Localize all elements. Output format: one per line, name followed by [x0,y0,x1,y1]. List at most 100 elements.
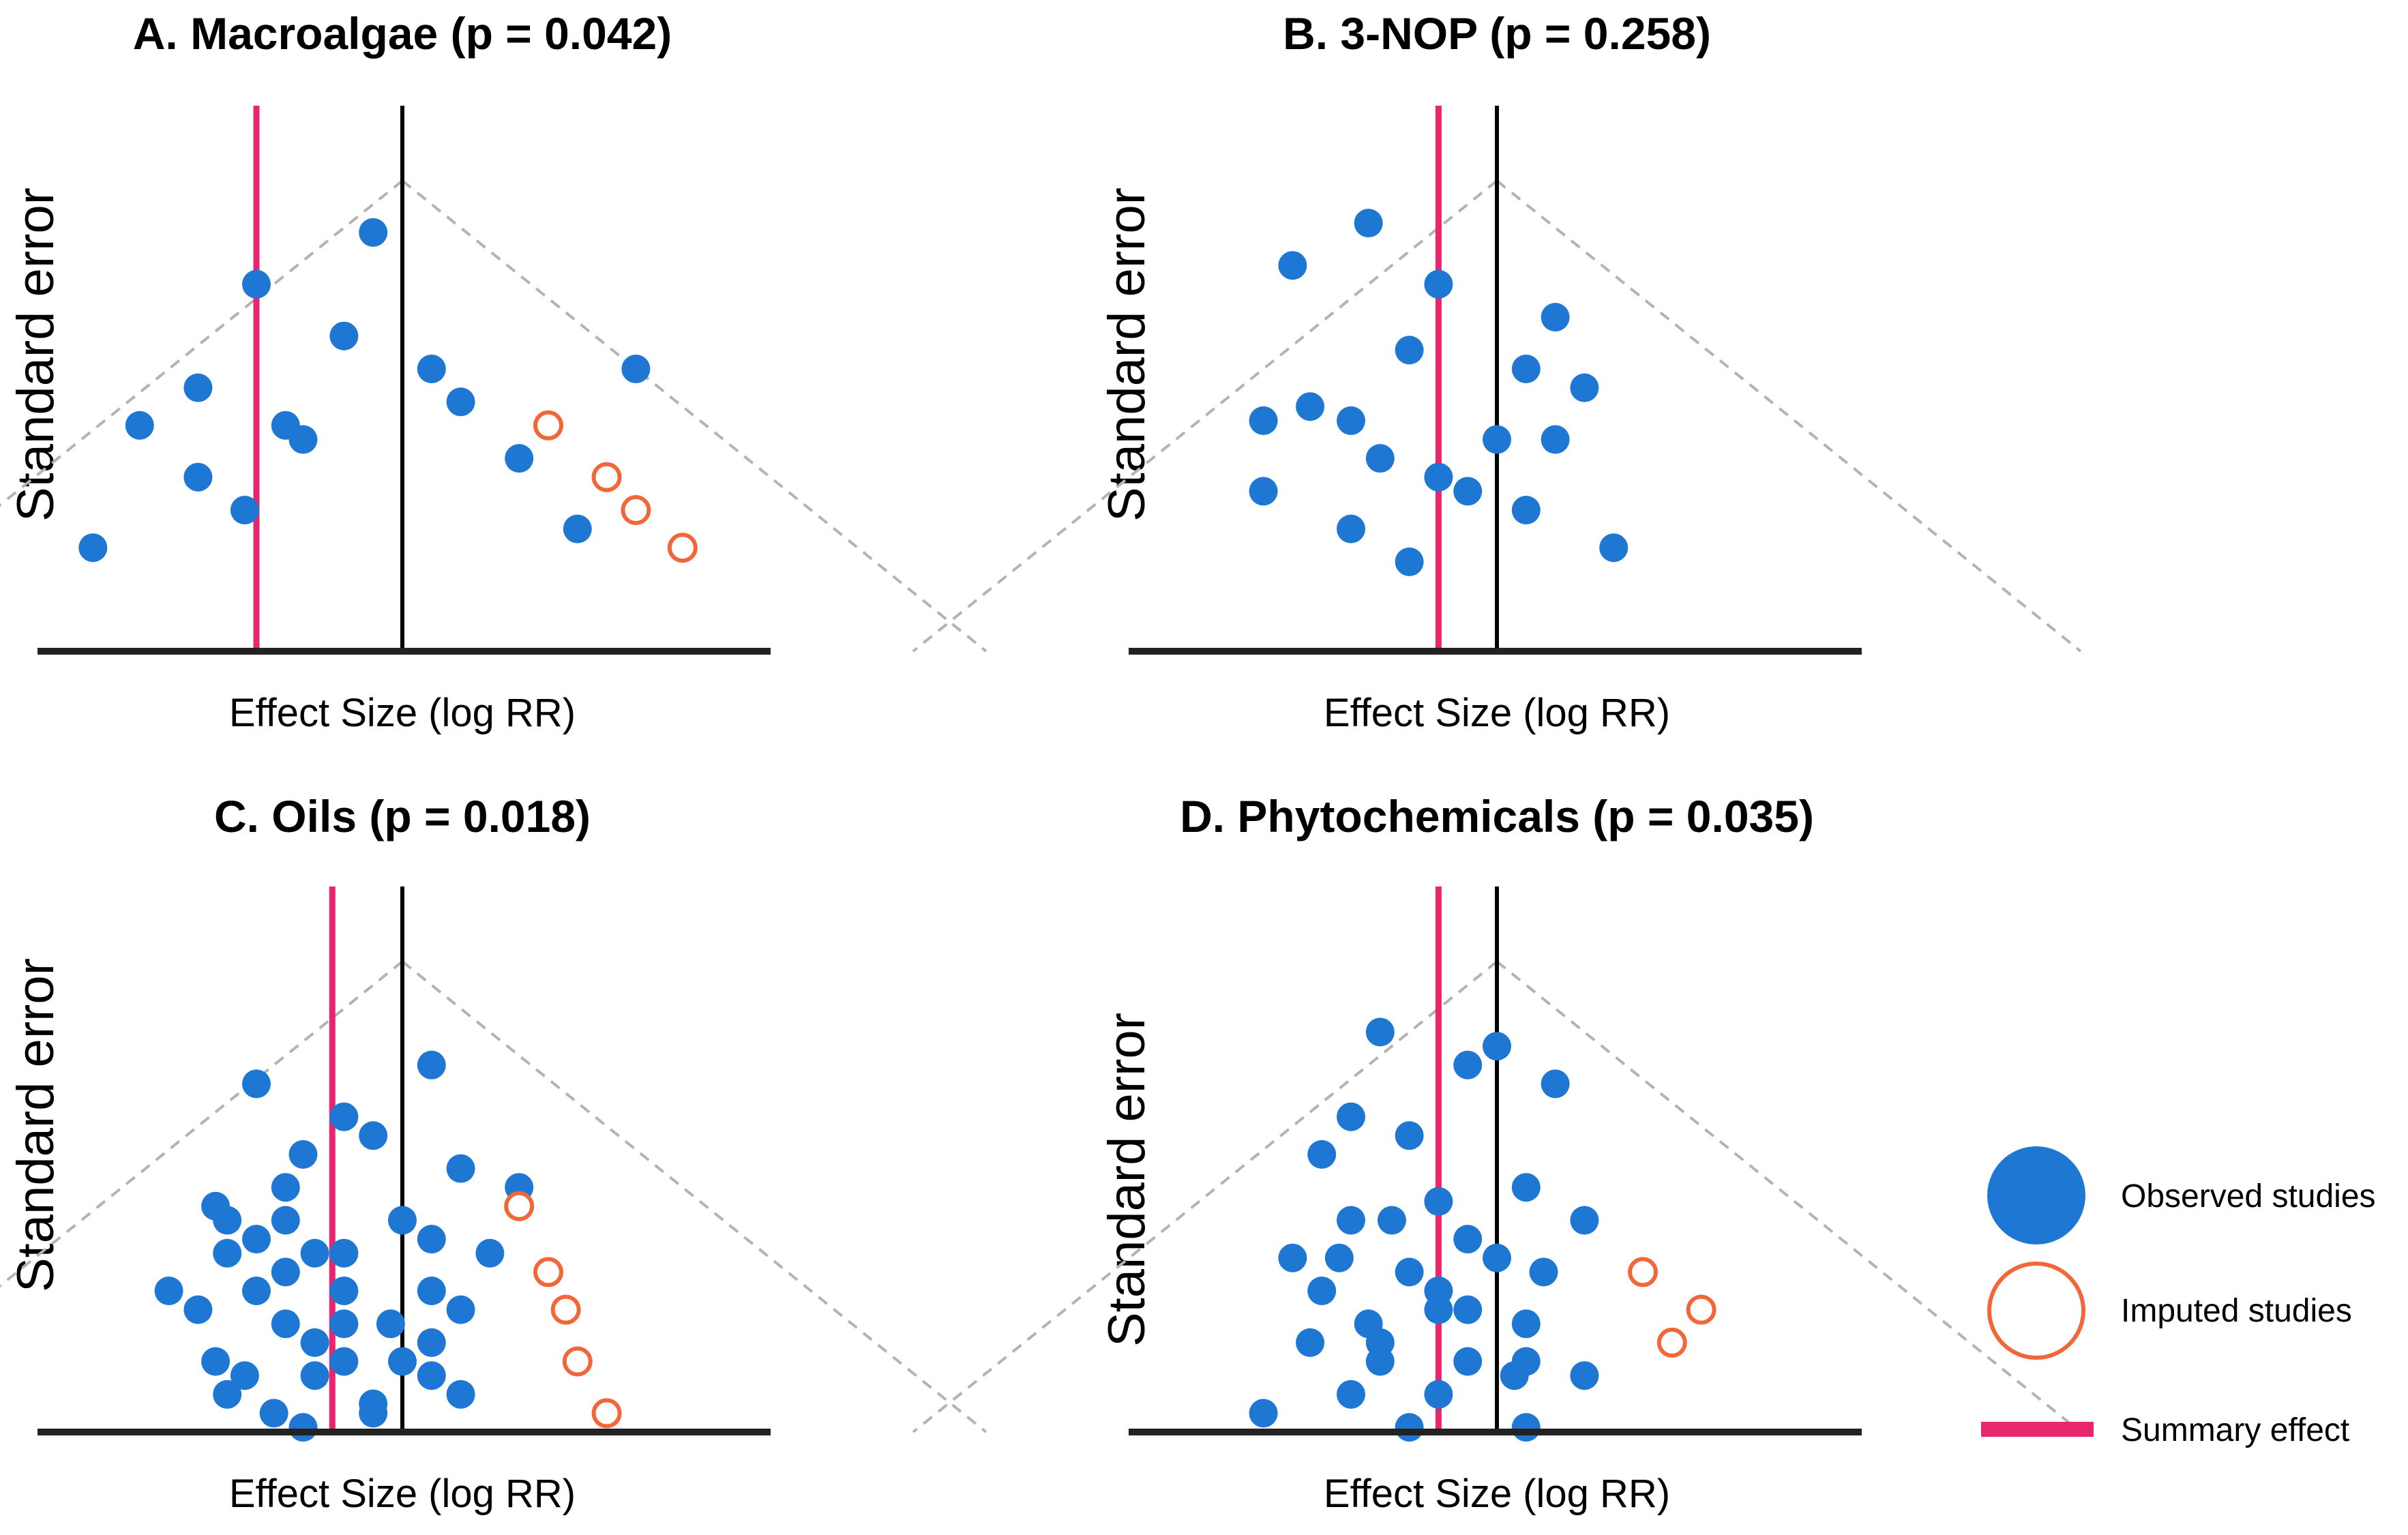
imputed-study-point [1686,1294,1716,1325]
observed-study-point [1511,1173,1541,1202]
observed-study-point [563,514,592,543]
panel-d-phytochemicals: D. Phytochemicals (p = 0.035) Standard e… [912,791,2082,1516]
observed-study-point [1541,1069,1570,1099]
observed-study-point [154,1277,183,1305]
observed-study-point [271,1173,300,1202]
funnel-right-edge [401,960,987,1433]
x-axis-label: Effect Size (log RR) [229,691,576,735]
observed-study-point [446,1154,475,1183]
observed-study-point [621,355,651,383]
observed-study-point [417,1225,446,1254]
legend: Observed studies Imputed studies Summary… [1981,1146,2376,1448]
funnel-right-edge [1496,960,2082,1433]
observed-study-point [288,1413,318,1442]
observed-study-point [1541,425,1570,454]
observed-study-point [1570,1361,1599,1390]
observed-study-point [359,1389,388,1418]
imputed-study-point [591,1398,622,1429]
observed-study-point [1541,303,1570,332]
observed-study-point [359,1121,388,1150]
legend-observed-label: Observed studies [2121,1178,2376,1214]
observed-study-point [183,373,213,402]
observed-study-point [213,1206,242,1235]
observed-study-point [271,1309,300,1339]
panel-a-macroalgae: A. Macroalgae (p = 0.042) Standard error… [0,8,987,735]
observed-study-point [329,1309,359,1339]
panel-title: D. Phytochemicals (p = 0.035) [1180,791,1814,841]
observed-study-point [1570,373,1599,402]
panel-c-oils: C. Oils (p = 0.018) Standard error Effec… [0,791,987,1516]
observed-study-point [329,1277,359,1305]
x-axis-label: Effect Size (log RR) [1324,1472,1670,1516]
observed-study-point [475,1238,505,1268]
observed-study-point [376,1309,405,1339]
study-points [1249,209,1629,576]
observed-study-point [1249,1399,1278,1428]
observed-study-point [230,1361,259,1390]
observed-study-point [1296,1328,1325,1357]
y-axis-label: Standard error [7,958,65,1292]
study-points [1249,1017,1716,1442]
observed-study-point [300,1328,329,1357]
observed-study-point [417,1050,446,1079]
funnel-left-edge [0,179,404,507]
panel-title: C. Oils (p = 0.018) [214,791,591,841]
observed-study-point [1483,1243,1511,1272]
observed-study-point [1395,1413,1424,1442]
observed-study-point [417,1361,446,1390]
observed-study-point [1500,1361,1529,1390]
observed-study-point [288,425,318,454]
observed-study-point [271,1257,300,1287]
observed-study-point [213,1380,242,1409]
observed-study-point [1377,1206,1406,1235]
observed-study-point [1307,1139,1337,1169]
observed-study-point [1453,1225,1483,1254]
y-axis-label: Standard error [1098,1013,1156,1347]
legend-observed-marker [1987,1146,2085,1245]
observed-study-point [78,533,108,563]
observed-study-point [1453,477,1483,506]
funnel-right-edge [401,179,987,653]
imputed-study-point [591,462,622,492]
observed-study-point [213,1238,242,1268]
observed-study-point [1395,336,1424,365]
funnel-left-edge [912,960,1498,1433]
observed-study-point [1453,1347,1483,1376]
observed-study-point [1424,1295,1453,1324]
x-axis-label: Effect Size (log RR) [229,1472,576,1516]
observed-study-point [1424,462,1453,492]
observed-study-point [1511,1309,1541,1339]
observed-study-point [1529,1257,1558,1287]
imputed-study-point [621,495,651,525]
panel-b-3nop: B. 3-NOP (p = 0.258) Standard error Effe… [912,8,2082,735]
observed-study-point [417,1328,446,1357]
observed-study-point [1249,477,1278,506]
observed-study-point [1337,406,1365,435]
x-axis-label: Effect Size (log RR) [1324,691,1670,735]
observed-study-point [329,1347,359,1376]
observed-study-point [1324,1243,1354,1272]
observed-study-point [259,1399,288,1428]
observed-study-point [1570,1206,1599,1235]
observed-study-point [1395,547,1424,576]
imputed-study-point [562,1346,593,1377]
observed-study-point [183,462,213,492]
study-points [78,218,698,563]
observed-study-point [329,1102,359,1131]
y-axis-label: Standard error [1098,188,1156,522]
observed-study-point [1424,1380,1453,1409]
observed-study-point [242,1069,271,1099]
observed-study-point [242,269,271,299]
observed-study-point [201,1347,231,1376]
observed-study-point [1365,1017,1395,1047]
observed-study-point [1296,392,1325,421]
imputed-study-point [533,1257,563,1287]
imputed-study-point [1628,1257,1658,1287]
imputed-study-point [533,410,563,441]
observed-study-point [300,1238,329,1268]
observed-study-point [1337,1380,1365,1409]
observed-study-point [329,1238,359,1268]
observed-study-point [125,411,154,440]
funnel-outline [912,179,2082,653]
observed-study-point [329,321,359,351]
